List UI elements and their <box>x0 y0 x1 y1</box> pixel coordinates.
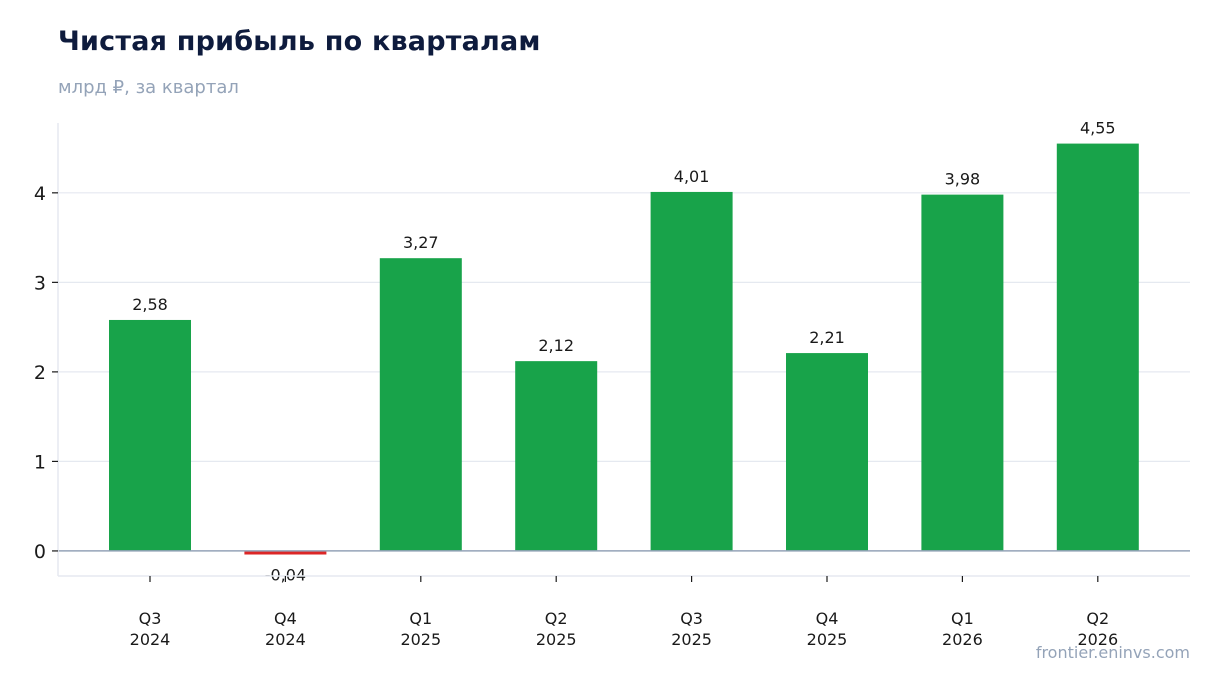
label-layer: 2,58 -0,04 3,27 2,12 4,01 2,21 3,98 4,55 <box>58 119 1190 585</box>
x-tick-label-quarter: Q1 <box>409 609 432 628</box>
bar-layer <box>109 143 1139 555</box>
data-label: 2,21 <box>809 328 845 347</box>
x-tick-label-year: 2026 <box>942 630 983 649</box>
data-label: -0,04 <box>265 566 306 585</box>
x-tick-label-year: 2025 <box>536 630 577 649</box>
bar <box>109 319 191 551</box>
x-tick-label-year: 2025 <box>400 630 441 649</box>
chart-subtitle: млрд ₽, за квартал <box>58 77 239 98</box>
data-label: 2,12 <box>538 336 574 355</box>
y-tick-label: 3 <box>34 272 46 294</box>
x-tick-label-year: 2024 <box>130 630 171 649</box>
x-tick-label-quarter: Q2 <box>1086 609 1109 628</box>
data-label: 2,58 <box>132 295 168 314</box>
x-tick-label-quarter: Q3 <box>680 609 703 628</box>
x-tick-label-year: 2024 <box>265 630 306 649</box>
y-tick-label: 4 <box>34 183 46 205</box>
x-tick-label-quarter: Q3 <box>139 609 162 628</box>
bar <box>650 191 733 551</box>
x-tick-label-quarter: Q4 <box>274 609 297 628</box>
data-label: 3,98 <box>945 170 981 189</box>
data-label: 3,27 <box>403 233 439 252</box>
x-tick-label-year: 2026 <box>1077 630 1118 649</box>
y-tick-label: 0 <box>34 541 46 563</box>
grid-layer <box>58 192 1190 463</box>
bar <box>244 550 327 555</box>
x-tick-label-quarter: Q1 <box>951 609 974 628</box>
data-label: 4,01 <box>674 167 710 186</box>
chart-title: Чистая прибыль по кварталам <box>58 26 541 57</box>
data-label: 4,55 <box>1080 119 1116 138</box>
y-tick-label: 2 <box>34 362 46 384</box>
bar <box>921 194 1004 551</box>
source-watermark: frontier.eninvs.com <box>1035 643 1190 662</box>
x-tick-label-quarter: Q4 <box>816 609 839 628</box>
bar <box>379 258 462 551</box>
x-tick-label-quarter: Q2 <box>545 609 568 628</box>
axis-layer: 0 1 2 3 4 Q3 2024 Q4 2024 Q1 2025 Q2 2025 Q3 2025 Q4 202… <box>34 123 1190 649</box>
bar <box>1056 143 1139 551</box>
bar <box>515 361 598 551</box>
x-tick-label-year: 2025 <box>807 630 848 649</box>
y-tick-label: 1 <box>34 451 46 473</box>
x-tick-label-year: 2025 <box>671 630 712 649</box>
bar <box>786 353 868 551</box>
